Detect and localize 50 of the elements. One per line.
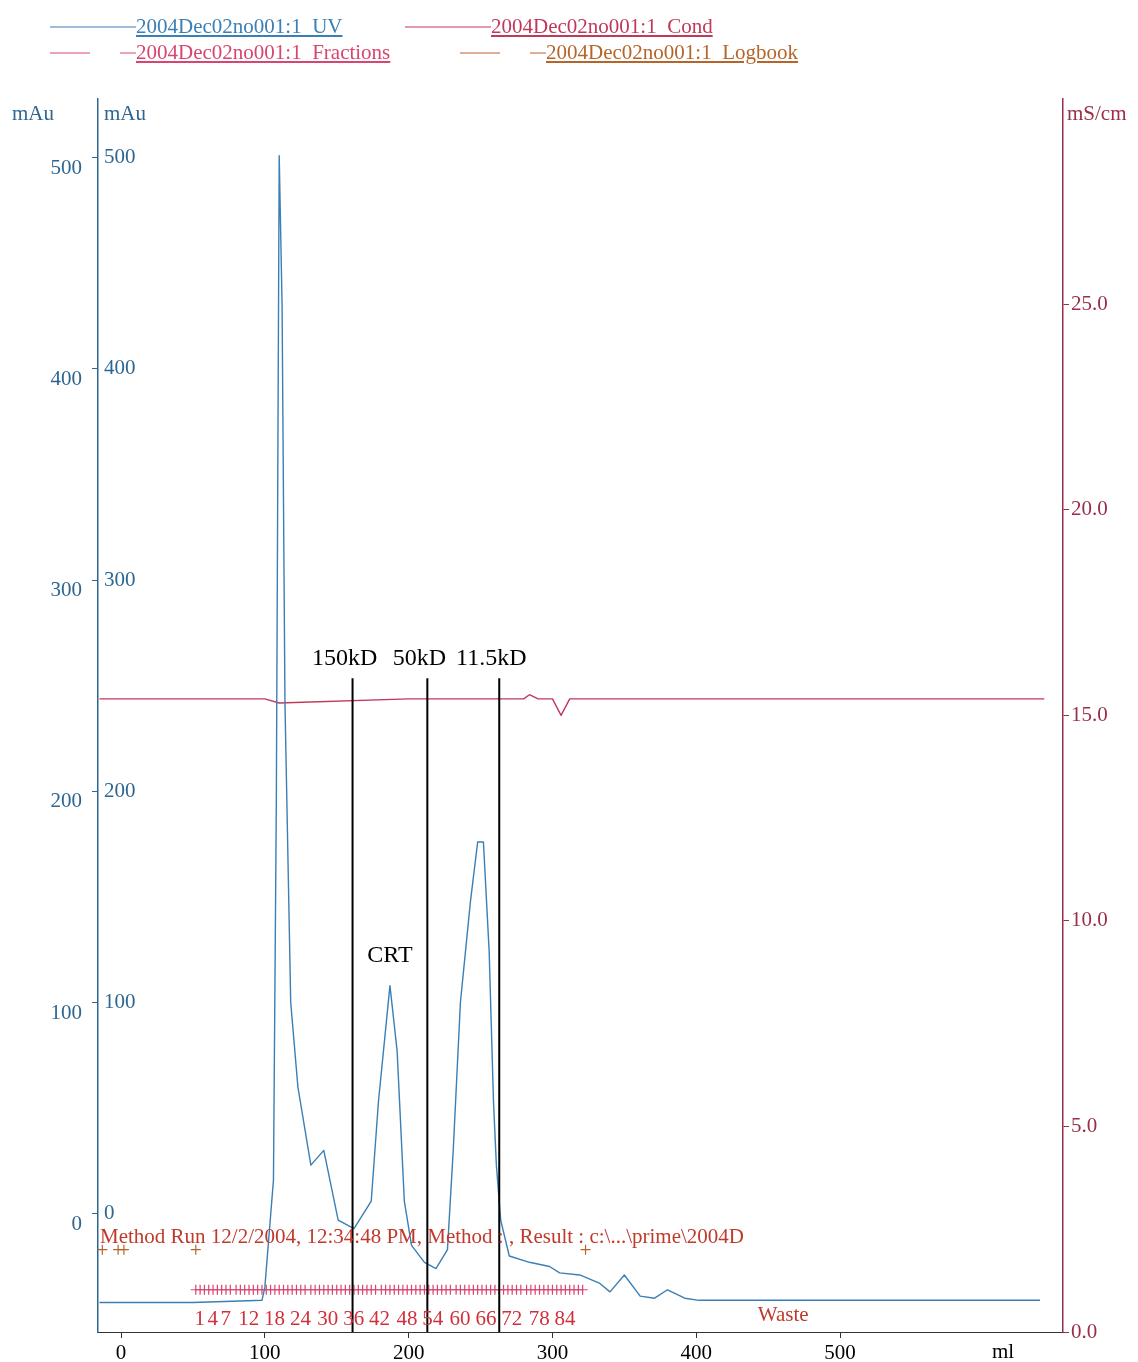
y2-tick-label: 15.0 — [1071, 701, 1108, 726]
annotation: 12 — [238, 1306, 260, 1331]
y2-tick-label: 25.0 — [1071, 290, 1108, 315]
annotation: Waste — [757, 1301, 809, 1326]
annotation: 30 — [317, 1306, 339, 1331]
annotation: 78 — [528, 1306, 550, 1331]
legend-label: 2004Dec02no001:1_Logbook — [546, 40, 798, 65]
legend-label: 2004Dec02no001:1_Fractions — [136, 40, 391, 65]
y-tick-label: 100 — [104, 989, 136, 1014]
ref-line-label: 150kD — [311, 643, 378, 670]
x-tick-label: 500 — [824, 1340, 856, 1362]
x-tick-label: 200 — [392, 1340, 425, 1362]
annotation: 60 — [449, 1306, 471, 1331]
ref-line-label: 50kD — [392, 643, 447, 670]
y-tick-label: 0 — [104, 1200, 115, 1225]
annotation: 66 — [475, 1306, 497, 1331]
ref-line-label: 11.5kD — [456, 643, 527, 670]
annotation: 1 — [194, 1306, 206, 1331]
annotation: CRT — [367, 940, 413, 967]
x-tick-label: 300 — [536, 1340, 569, 1362]
y-tick-label: 200 — [104, 777, 136, 802]
y2-tick-label: 10.0 — [1071, 907, 1108, 932]
y3-tick-label: 0 — [71, 1210, 82, 1235]
annotation: 72 — [501, 1306, 523, 1331]
y-tick-label: 400 — [104, 355, 136, 380]
annotation: 42 — [369, 1306, 391, 1331]
legend-label: 2004Dec02no001:1_Cond — [491, 14, 713, 39]
y3-tick-label: 500 — [50, 154, 82, 179]
y2-tick-label: 5.0 — [1071, 1112, 1098, 1137]
y2-tick-label: 0.0 — [1071, 1318, 1098, 1343]
y3-tick-label: 100 — [50, 999, 82, 1024]
y3-tick-label: 200 — [50, 788, 82, 813]
annotation: 48 — [396, 1306, 418, 1331]
y-tick-label: 500 — [104, 144, 136, 169]
legend-label: 2004Dec02no001:1_UV — [136, 14, 343, 39]
y-tick-label: 300 — [104, 566, 136, 591]
y-axis-title: mAu — [104, 101, 147, 126]
y2-axis-title: mS/cm — [1067, 101, 1127, 126]
annotation: 84 — [554, 1306, 577, 1331]
x-tick-label: 400 — [680, 1340, 713, 1362]
annotation: 7 — [220, 1306, 231, 1331]
annotation: 4 — [207, 1306, 219, 1331]
y3-tick-label: 300 — [50, 577, 82, 602]
y3-tick-label: 400 — [50, 365, 82, 390]
x-tick-label: 100 — [249, 1340, 281, 1362]
x-axis-title: ml — [991, 1339, 1015, 1362]
annotation: 24 — [289, 1306, 312, 1331]
y2-tick-label: 20.0 — [1071, 496, 1108, 521]
y3-axis-title: mAu — [12, 101, 55, 126]
annotation: 18 — [264, 1306, 286, 1331]
